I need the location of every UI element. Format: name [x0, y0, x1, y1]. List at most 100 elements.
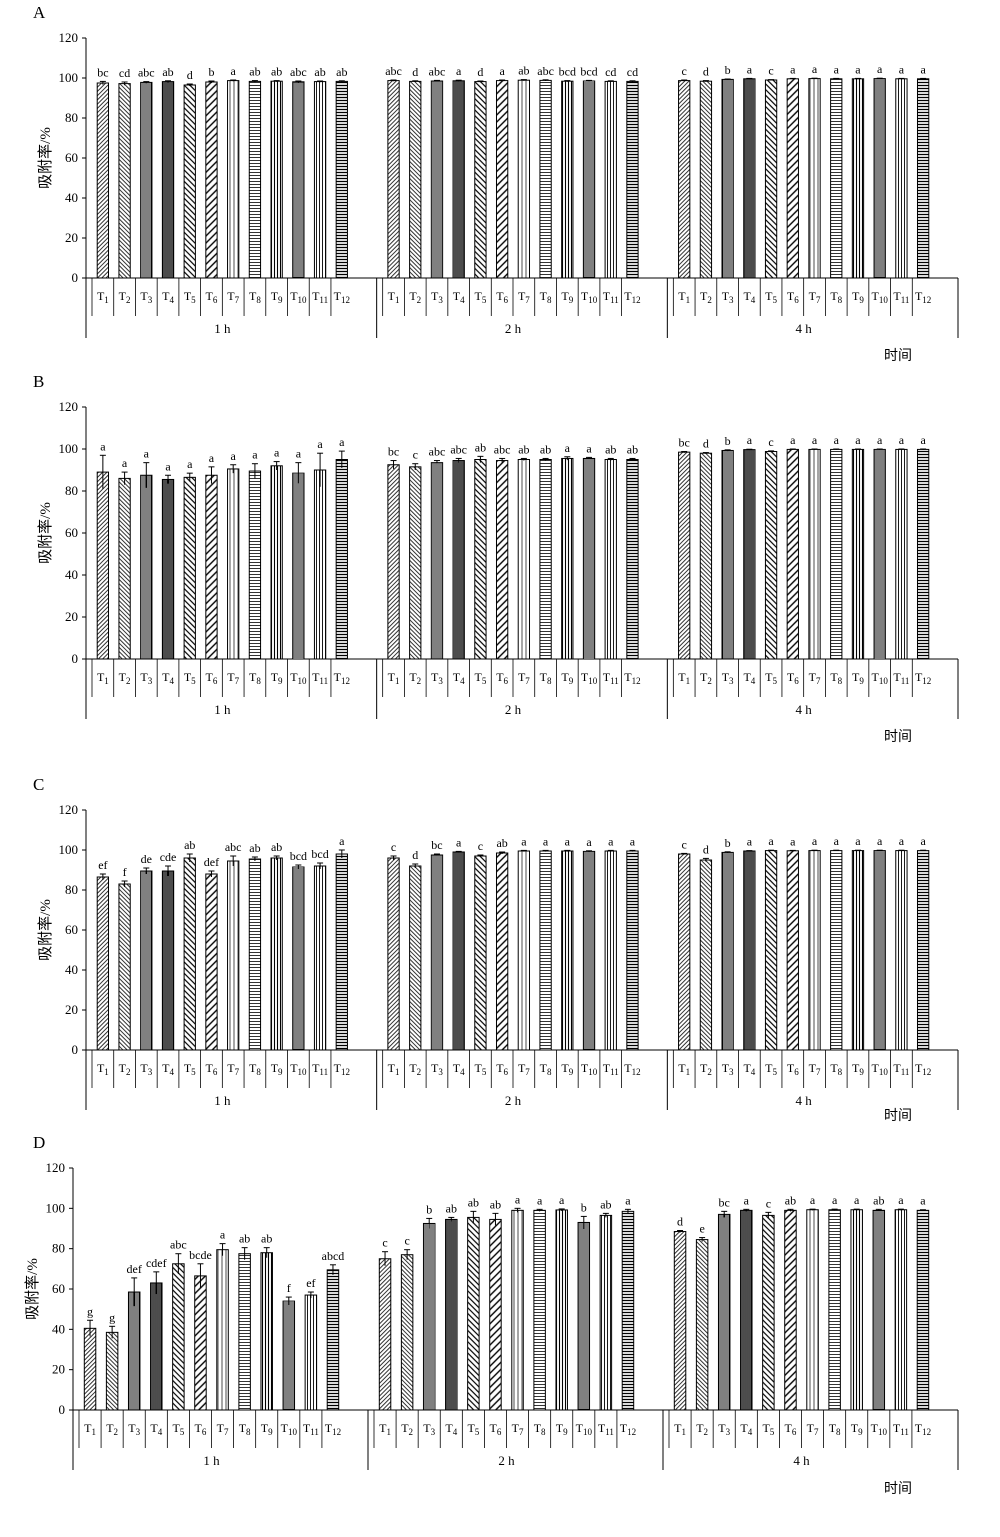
- category-label: T11: [603, 670, 619, 686]
- category-label: T9: [556, 1421, 568, 1437]
- panel-d: D吸附率/%020406080100120gT1gT2defT3cdefT4ab…: [24, 1133, 959, 1497]
- significance-letter: a: [586, 835, 592, 849]
- y-tick-label: 80: [65, 483, 78, 498]
- significance-letter: e: [699, 1222, 704, 1236]
- category-label: T10: [290, 289, 307, 305]
- bar-t6-2h: [489, 1218, 502, 1411]
- significance-letter: a: [834, 433, 840, 447]
- bar-t10-4h: [873, 448, 886, 660]
- category-label: T3: [718, 1421, 730, 1437]
- category-label: T2: [696, 1421, 708, 1437]
- bar-t8-1h: [248, 80, 262, 279]
- bar-t3-4h: [721, 449, 734, 660]
- bar-t12-4h: [916, 850, 930, 1051]
- category-label: T9: [851, 1421, 863, 1437]
- bar-t1-1h: [96, 82, 110, 279]
- category-label: T1: [388, 1061, 400, 1077]
- bar-t7-4h: [808, 448, 821, 660]
- significance-letter: a: [231, 449, 237, 463]
- significance-letter: a: [339, 834, 345, 848]
- y-tick-label: 40: [52, 1321, 65, 1336]
- significance-letter: ef: [98, 858, 107, 872]
- significance-letter: a: [565, 834, 571, 848]
- significance-letter: a: [744, 1193, 750, 1207]
- significance-letter: a: [209, 451, 215, 465]
- category-label: T8: [249, 1061, 261, 1077]
- bar-t3-2h: [422, 1222, 436, 1411]
- bar-t4-2h: [452, 851, 465, 1051]
- category-label: T3: [128, 1421, 140, 1437]
- bar-t5-1h: [172, 1263, 185, 1411]
- bar-t11-2h: [599, 1214, 613, 1411]
- significance-letter: def: [204, 855, 219, 869]
- bar-t12-2h: [626, 850, 639, 1051]
- bar-t6-4h: [786, 78, 799, 279]
- significance-letter: ab: [873, 1193, 884, 1207]
- significance-letter: ab: [446, 1201, 457, 1215]
- significance-letter: b: [208, 65, 214, 79]
- category-label: T2: [409, 289, 421, 305]
- bar-t12-2h: [626, 459, 639, 660]
- significance-letter: abc: [494, 442, 511, 456]
- significance-letter: ab: [496, 836, 507, 850]
- bar-t5-1h: [183, 476, 196, 660]
- group-label: 4 h: [796, 702, 813, 717]
- significance-letter: bcd: [580, 64, 597, 78]
- panel-letter: B: [33, 372, 44, 391]
- bar-t6-1h: [205, 873, 218, 1051]
- bar-t9-4h: [851, 448, 865, 660]
- y-tick-label: 60: [65, 525, 78, 540]
- bar-t9-1h: [270, 80, 283, 279]
- bar-t11-2h: [604, 850, 617, 1051]
- significance-letter: ab: [336, 65, 347, 79]
- category-label: T5: [474, 1061, 486, 1077]
- significance-letter: c: [404, 1234, 409, 1248]
- bar-t3-2h: [430, 854, 444, 1051]
- significance-letter: a: [559, 1193, 565, 1207]
- bar-t8-4h: [830, 850, 843, 1051]
- significance-letter: abc: [225, 840, 242, 854]
- category-label: T12: [624, 289, 640, 305]
- significance-letter: d: [703, 842, 709, 856]
- group-label: 4 h: [796, 1093, 813, 1108]
- y-tick-label: 80: [52, 1241, 65, 1256]
- bar-t1-2h: [387, 80, 400, 279]
- bar-t10-4h: [872, 1209, 886, 1411]
- significance-letter: bcd: [290, 849, 307, 863]
- significance-letter: ab: [468, 1195, 479, 1209]
- y-tick-label: 40: [65, 190, 78, 205]
- category-label: T5: [474, 289, 486, 305]
- category-label: T3: [431, 289, 443, 305]
- category-label: T4: [743, 670, 755, 686]
- bar-t8-2h: [539, 850, 552, 1051]
- significance-letter: a: [456, 835, 462, 849]
- significance-letter: a: [855, 433, 861, 447]
- bar-t6-4h: [784, 1209, 797, 1411]
- significance-letter: a: [499, 64, 505, 78]
- x-axis-title: 时间: [884, 348, 912, 364]
- category-label: T11: [603, 1061, 619, 1077]
- bar-t7-2h: [517, 850, 531, 1051]
- bar-t4-2h: [452, 80, 465, 279]
- significance-letter: bc: [388, 445, 399, 459]
- bar-t11-1h: [313, 865, 327, 1051]
- bar-t10-1h: [292, 81, 305, 279]
- bar-t9-4h: [850, 1209, 863, 1411]
- significance-letter: d: [412, 848, 418, 862]
- significance-letter: c: [682, 64, 687, 78]
- category-label: T3: [722, 289, 734, 305]
- y-tick-label: 20: [52, 1362, 65, 1377]
- category-label: T12: [624, 670, 640, 686]
- category-label: T6: [787, 289, 799, 305]
- category-label: T12: [915, 289, 931, 305]
- category-label: T10: [581, 289, 598, 305]
- category-label: T3: [140, 1061, 152, 1077]
- significance-letter: a: [187, 457, 193, 471]
- category-label: T2: [119, 289, 131, 305]
- bar-t12-1h: [326, 1269, 340, 1411]
- bar-t7-1h: [227, 860, 240, 1051]
- significance-letter: abc: [170, 1238, 187, 1252]
- category-label: T1: [379, 1421, 391, 1437]
- bar-t9-2h: [561, 850, 574, 1051]
- significance-letter: g: [87, 1304, 93, 1318]
